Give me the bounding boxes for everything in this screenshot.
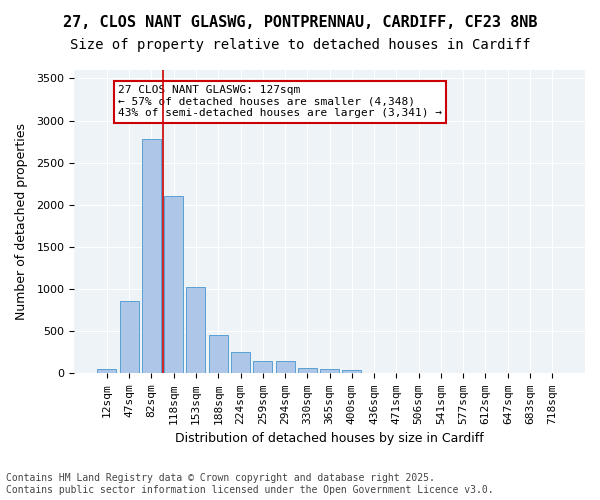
Bar (164, 196, 183, 374)
Text: 27 CLOS NANT GLASWG: 127sqm
← 57% of detached houses are smaller (4,348)
43% of : 27 CLOS NANT GLASWG: 127sqm ← 57% of det… (118, 85, 442, 118)
Bar (231, 352, 250, 374)
Text: 27, CLOS NANT GLASWG, PONTPRENNAU, CARDIFF, CF23 8NB: 27, CLOS NANT GLASWG, PONTPRENNAU, CARDI… (63, 15, 537, 30)
Bar (253, 361, 272, 374)
Bar (187, 286, 205, 374)
Bar (409, 372, 428, 374)
Bar (343, 370, 361, 374)
Bar (387, 372, 406, 374)
X-axis label: Distribution of detached houses by size in Cardiff: Distribution of detached houses by size … (175, 432, 484, 445)
Bar (142, 139, 161, 374)
Bar (275, 361, 295, 374)
Bar (365, 372, 383, 374)
Bar (320, 369, 339, 374)
Bar (209, 334, 227, 374)
Bar (119, 302, 139, 374)
Bar (97, 369, 116, 374)
Bar (298, 368, 317, 374)
Text: Contains HM Land Registry data © Crown copyright and database right 2025.
Contai: Contains HM Land Registry data © Crown c… (6, 474, 494, 495)
Text: Size of property relative to detached houses in Cardiff: Size of property relative to detached ho… (70, 38, 530, 52)
Y-axis label: Number of detached properties: Number of detached properties (15, 123, 28, 320)
